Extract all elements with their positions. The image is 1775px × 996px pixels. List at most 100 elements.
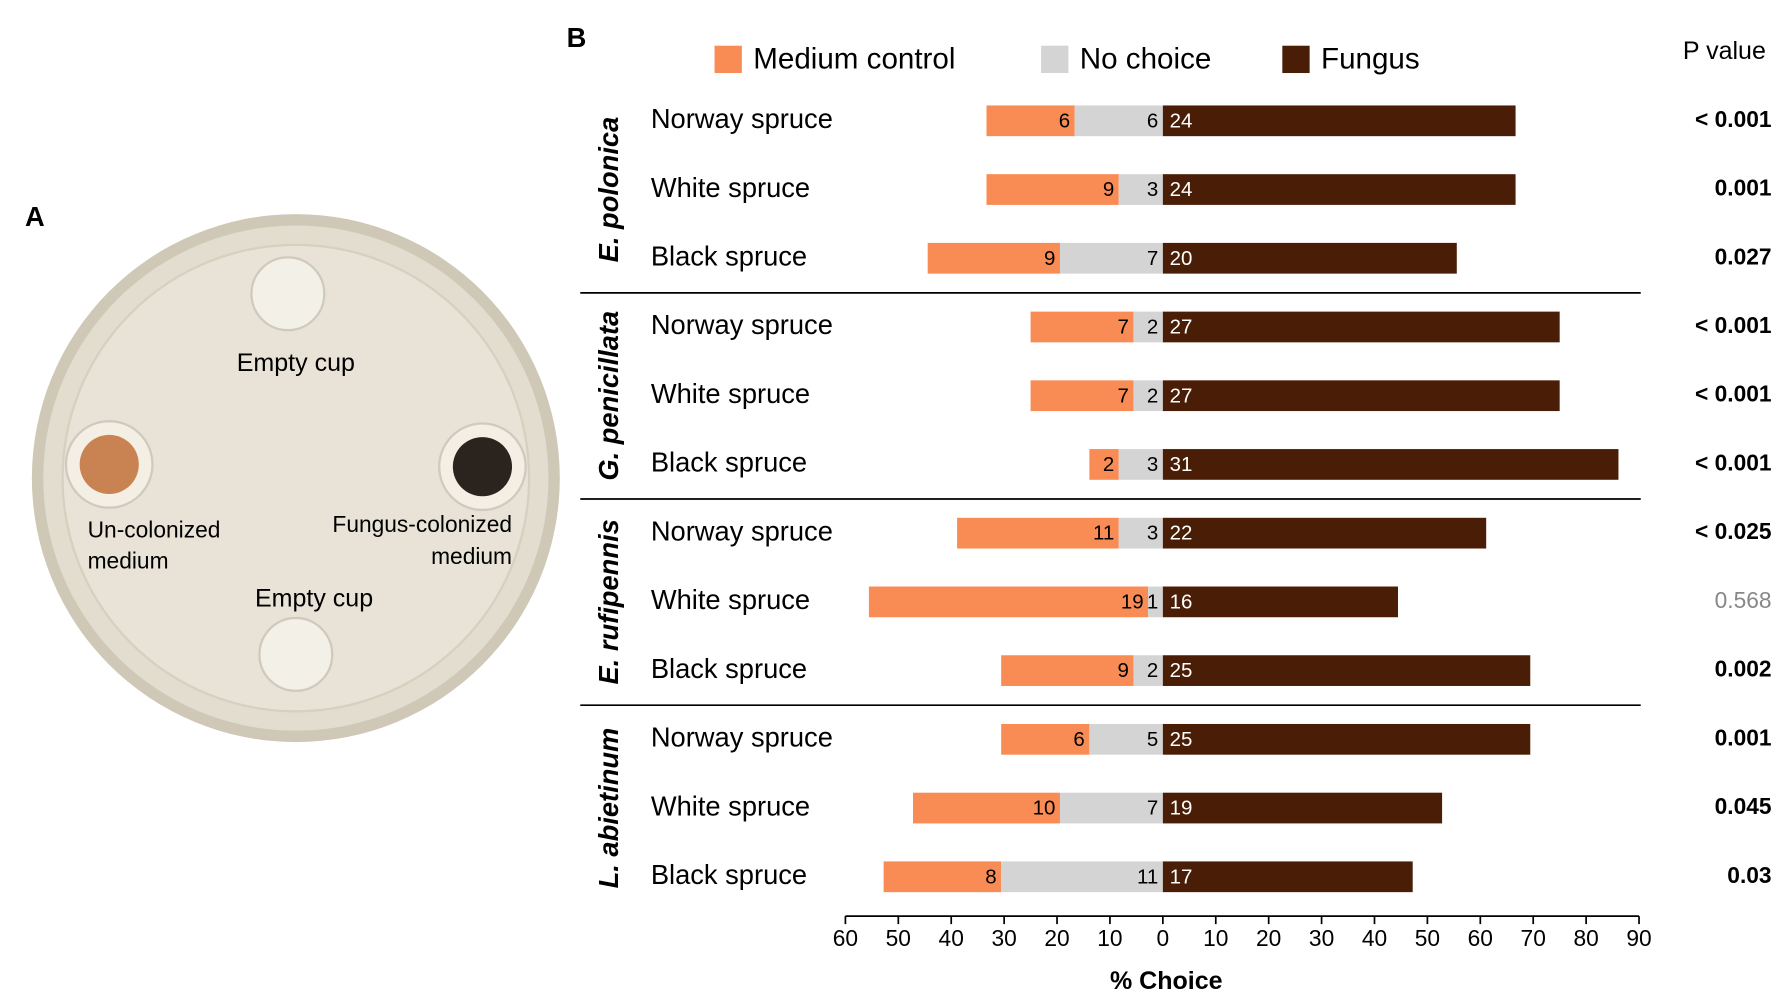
panel-label: B (567, 22, 587, 53)
bar-fungus (1162, 655, 1531, 686)
bar-label: 2 (1147, 384, 1158, 407)
p-value: < 0.025 (1695, 518, 1772, 544)
group-label: G. penicillata (593, 311, 624, 481)
legend-swatch (1282, 45, 1310, 74)
bar-fungus (1162, 105, 1516, 137)
bar-fungus (1162, 380, 1560, 412)
bar-medium (868, 586, 1149, 618)
bar-no-choice (1001, 861, 1163, 893)
bar-no-choice (1133, 655, 1163, 686)
bar-label: 19 (1121, 590, 1144, 613)
category-label: Black spruce (651, 447, 807, 478)
bar-label: 11 (1093, 522, 1114, 545)
group-label: L. abietinum (593, 728, 624, 889)
x-tick-label: 10 (1203, 925, 1228, 951)
legend-label: Medium control (753, 42, 955, 75)
cup (250, 256, 326, 332)
category-label: Black spruce (651, 240, 807, 271)
photo-label: medium (431, 543, 512, 569)
bar-fungus (1162, 723, 1531, 755)
bar-no-choice (1133, 380, 1163, 412)
bar-label: 25 (1170, 728, 1193, 751)
photo-label: Empty cup (237, 349, 355, 377)
legend-label: Fungus (1321, 42, 1420, 75)
dish-inner (61, 243, 531, 713)
category-label: Norway spruce (651, 309, 833, 340)
bar-medium (986, 105, 1075, 137)
bar-label: 11 (1137, 865, 1158, 888)
x-tick-label: 20 (1044, 925, 1069, 951)
bar-label: 2 (1147, 316, 1158, 339)
bar-label: 16 (1170, 590, 1193, 613)
p-value: < 0.001 (1695, 312, 1772, 338)
x-tick-label: 50 (886, 925, 911, 951)
category-label: Norway spruce (651, 103, 833, 134)
x-tick-label: 40 (939, 925, 964, 951)
bar-no-choice (1059, 242, 1163, 274)
bar-no-choice (1074, 105, 1163, 137)
p-value: < 0.001 (1695, 381, 1772, 407)
bar-medium (1030, 380, 1134, 412)
bar-label: 5 (1147, 728, 1158, 751)
bar-fungus (1162, 861, 1413, 893)
bar-label: 31 (1170, 453, 1193, 476)
p-value: 0.045 (1715, 793, 1772, 819)
bar-label: 3 (1147, 522, 1158, 545)
bar-fungus (1162, 311, 1560, 343)
bar-label: 6 (1147, 109, 1158, 132)
panel-label: A (25, 201, 45, 232)
legend-swatch (1041, 45, 1069, 74)
bar-label: 7 (1118, 384, 1129, 407)
bar-label: 7 (1147, 797, 1158, 820)
bar-label: 19 (1170, 797, 1193, 820)
bar-fungus (1162, 242, 1457, 274)
bar-no-choice (1118, 517, 1163, 549)
bar-label: 9 (1103, 178, 1114, 201)
p-value: 0.568 (1715, 587, 1772, 613)
x-tick-label: 10 (1097, 925, 1122, 951)
bar-medium (1030, 311, 1134, 343)
panel-a: A Empty cup Un-colonized medium Fungus-c… (25, 201, 560, 743)
bar-label: 9 (1044, 247, 1055, 270)
legend-label: No choice (1080, 42, 1212, 75)
bar-label: 10 (1033, 797, 1056, 820)
category-label: Norway spruce (651, 722, 833, 753)
p-value: 0.03 (1727, 862, 1771, 888)
group-label: E. polonica (593, 117, 624, 263)
p-value: 0.001 (1715, 724, 1772, 750)
bar-label: 17 (1170, 865, 1193, 888)
x-tick-label: 80 (1573, 925, 1598, 951)
x-tick-label: 30 (1309, 925, 1334, 951)
category-label: White spruce (651, 584, 810, 615)
x-tick-label: 50 (1415, 925, 1440, 951)
bar-fungus (1162, 174, 1516, 205)
p-value: 0.027 (1715, 243, 1772, 269)
category-label: White spruce (651, 172, 810, 203)
category-label: White spruce (651, 790, 810, 821)
bar-fungus (1162, 517, 1487, 549)
category-label: Norway spruce (651, 515, 833, 546)
group-label: E. rufipennis (593, 519, 624, 684)
bar-fungus (1162, 586, 1399, 618)
bar-no-choice (1089, 723, 1163, 755)
x-tick-label: 20 (1256, 925, 1281, 951)
fungus-medium (452, 437, 513, 497)
x-tick-label: 90 (1626, 925, 1651, 951)
bar-label: 3 (1147, 453, 1158, 476)
bar-fungus (1162, 449, 1619, 480)
photo-label: Un-colonized (88, 517, 221, 543)
p-value-header: P value (1683, 37, 1766, 65)
x-tick-label: 30 (991, 925, 1016, 951)
bar-medium (1001, 655, 1134, 686)
category-label: Black spruce (651, 859, 807, 890)
category-label: Black spruce (651, 653, 807, 684)
bar-label: 24 (1170, 178, 1193, 201)
bar-label: 22 (1170, 522, 1193, 545)
bar-medium (1089, 449, 1119, 480)
bar-label: 7 (1118, 316, 1129, 339)
bar-label: 3 (1147, 178, 1158, 201)
p-value: 0.002 (1715, 656, 1772, 682)
photo-label: medium (88, 547, 169, 573)
bar-medium (1001, 723, 1090, 755)
x-tick-label: 0 (1157, 925, 1170, 951)
